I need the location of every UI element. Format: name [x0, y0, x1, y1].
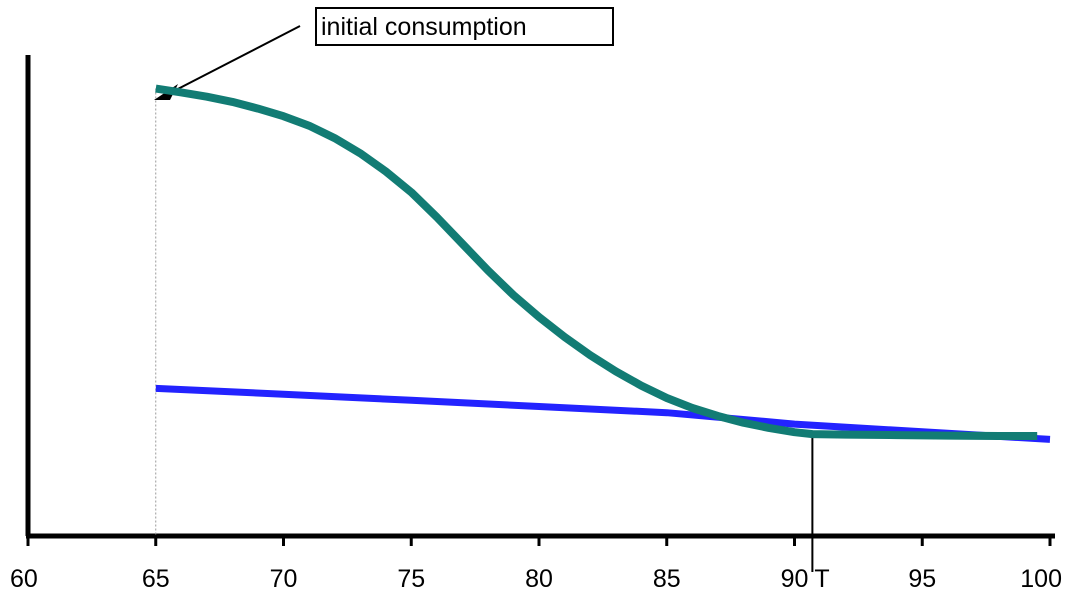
- x-labels: 60 65 70 75 80 85 90 95 100: [10, 565, 1062, 593]
- series-line-teal: [155, 84, 1038, 440]
- annotation-box: [315, 7, 614, 46]
- x-tick-label: 85: [653, 565, 681, 593]
- series-line-blue: [155, 384, 1051, 443]
- annotation-arrow-line: [171, 25, 301, 93]
- x-tick-label: 100: [1020, 565, 1062, 593]
- series-layer: [155, 84, 1051, 443]
- t-marker-label: T: [814, 565, 829, 593]
- x-tick-label: 90: [781, 565, 809, 593]
- x-tick-label: 75: [397, 565, 425, 593]
- annotation-text: initial consumption: [321, 13, 527, 41]
- x-ticks: [26, 536, 1052, 546]
- x-tick-label: 60: [10, 565, 38, 593]
- x-tick-label: 80: [525, 565, 553, 593]
- x-tick-label: 65: [142, 565, 170, 593]
- x-tick-label: 70: [270, 565, 298, 593]
- annotation-box-group: initial consumption: [154, 7, 614, 100]
- x-tick-label: 95: [908, 565, 936, 593]
